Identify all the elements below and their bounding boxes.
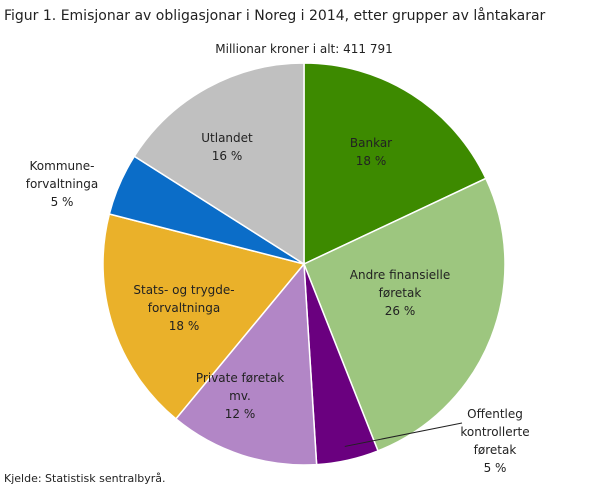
leader-line (344, 422, 463, 447)
slice-value-label: 5 % (51, 195, 74, 209)
slice-value-label: 12 % (225, 407, 256, 421)
pie-slice (102, 213, 306, 420)
slice-label: Bankar (350, 136, 392, 150)
slice-value-label: 18 % (169, 319, 200, 333)
pie-slice (303, 62, 487, 266)
slice-value-label: 18 % (356, 154, 387, 168)
chart-title: Figur 1. Emisjonar av obligasjonar i Nor… (4, 7, 546, 24)
pie-slice (174, 262, 318, 466)
chart-subtitle: Millionar kroner i alt: 411 791 (215, 42, 392, 56)
pie-slice (133, 62, 305, 266)
slice-value-label: 5 % (484, 461, 507, 475)
slice-label: Stats- og trygde-forvaltninga (133, 283, 234, 315)
slice-label: Kommune-forvaltninga (26, 159, 99, 191)
slice-value-label: 16 % (212, 149, 243, 163)
source: Kjelde: Statistisk sentralbyrå. (4, 472, 166, 485)
slice-value-label: 26 % (385, 304, 416, 318)
slice-label: Utlandet (201, 131, 253, 145)
slice-label: Andre finansielle føretak (350, 268, 450, 300)
slice-label: Private føretak mv. (196, 371, 284, 403)
slice-label: Offentleg kontrollerte føretak (460, 407, 529, 457)
